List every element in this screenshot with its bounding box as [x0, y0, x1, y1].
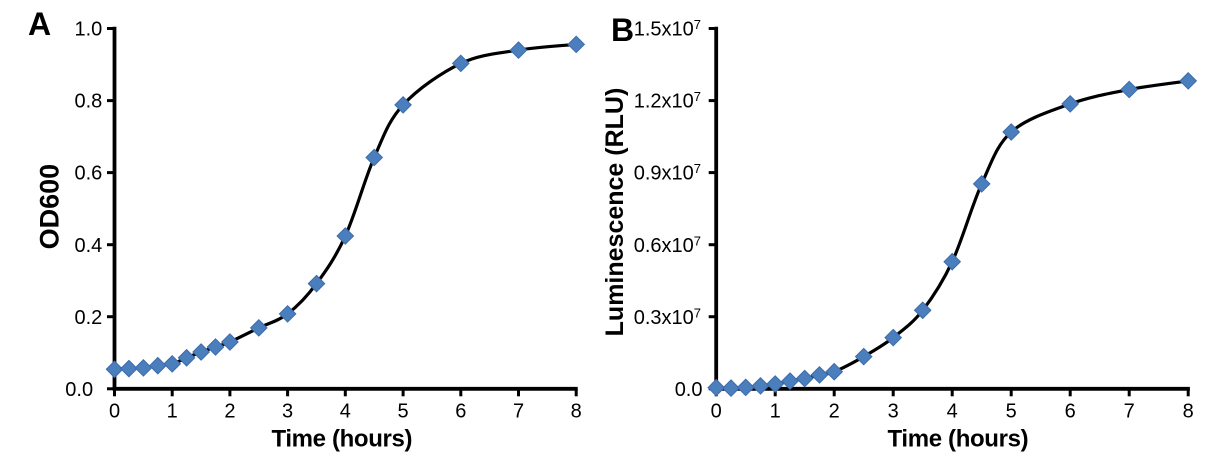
svg-text:5: 5 [398, 401, 409, 423]
svg-text:0: 0 [109, 401, 120, 423]
svg-text:4: 4 [947, 401, 958, 423]
svg-text:0.6: 0.6 [74, 163, 102, 185]
svg-text:3: 3 [888, 401, 899, 423]
svg-text:5: 5 [1006, 401, 1017, 423]
svg-text:OD600: OD600 [35, 164, 65, 250]
svg-text:Luminescence (RLU): Luminescence (RLU) [601, 88, 629, 337]
svg-text:Time (hours): Time (hours) [888, 425, 1029, 452]
svg-text:2: 2 [829, 401, 840, 423]
svg-text:1.5x107: 1.5x107 [634, 17, 701, 41]
svg-text:1: 1 [770, 401, 781, 423]
svg-text:8: 8 [571, 401, 582, 423]
svg-text:8: 8 [1183, 401, 1194, 423]
svg-text:A: A [28, 6, 51, 42]
svg-text:0.0: 0.0 [675, 379, 703, 401]
svg-text:0.0: 0.0 [65, 379, 93, 401]
svg-text:0.3x107: 0.3x107 [634, 305, 701, 329]
svg-text:Time (hours): Time (hours) [271, 425, 412, 452]
svg-text:1.2x107: 1.2x107 [634, 89, 701, 113]
svg-text:0.8: 0.8 [74, 91, 102, 113]
svg-text:7: 7 [1124, 401, 1135, 423]
svg-text:1: 1 [167, 401, 178, 423]
svg-text:3: 3 [282, 401, 293, 423]
svg-text:7: 7 [513, 401, 524, 423]
svg-text:0.2: 0.2 [74, 307, 102, 329]
svg-text:6: 6 [1065, 401, 1076, 423]
svg-text:B: B [611, 12, 634, 48]
svg-text:1.0: 1.0 [74, 19, 102, 41]
svg-text:0.6x107: 0.6x107 [634, 233, 701, 256]
svg-text:0: 0 [711, 401, 722, 423]
svg-text:0.4: 0.4 [74, 235, 102, 257]
svg-text:2: 2 [224, 401, 235, 423]
svg-text:6: 6 [455, 401, 466, 423]
svg-text:4: 4 [340, 401, 351, 423]
svg-text:0.9x107: 0.9x107 [634, 161, 701, 185]
